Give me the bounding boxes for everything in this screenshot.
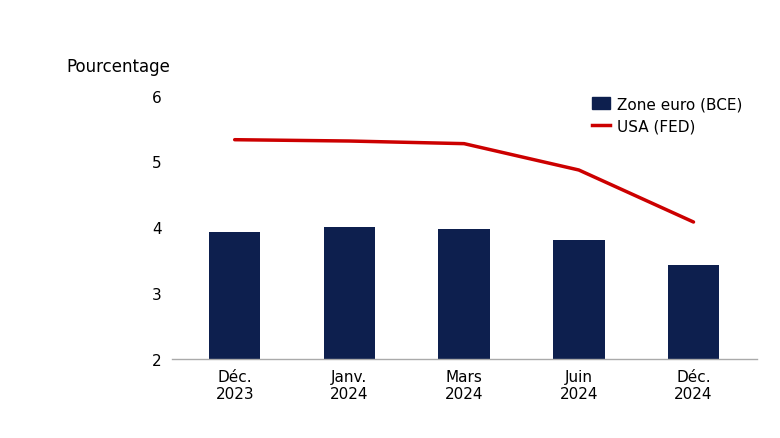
Bar: [324, 228, 375, 438]
Bar: [668, 265, 719, 438]
Legend: Zone euro (BCE), USA (FED): Zone euro (BCE), USA (FED): [586, 91, 749, 141]
Bar: [438, 229, 490, 438]
Bar: [553, 241, 604, 438]
Bar: [209, 232, 261, 438]
Text: Pourcentage: Pourcentage: [66, 57, 170, 75]
